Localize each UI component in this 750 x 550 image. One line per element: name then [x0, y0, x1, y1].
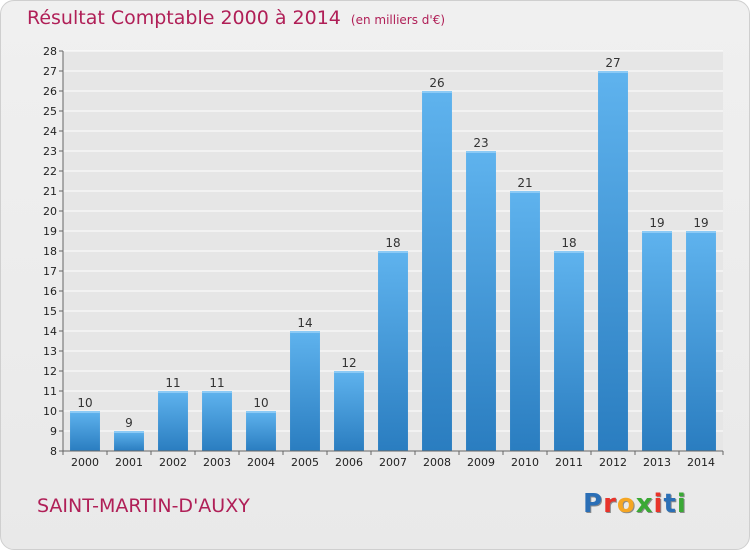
bar	[686, 231, 716, 451]
bars	[70, 71, 716, 451]
bar-highlight	[598, 71, 628, 73]
data-label: 19	[649, 216, 664, 230]
bar-highlight	[290, 331, 320, 333]
data-labels: 10 9 11 11 10 14 12 18 26 23 21 18 27 19 19	[77, 56, 708, 430]
bar	[114, 431, 144, 451]
y-tick-label: 8	[50, 445, 57, 458]
y-tick-label: 15	[43, 305, 57, 318]
x-tick-label: 2009	[467, 456, 495, 469]
logo-letter: t	[663, 489, 677, 519]
x-tick-label: 2010	[511, 456, 539, 469]
bar	[158, 391, 188, 451]
bar	[598, 71, 628, 451]
y-tick-label: 10	[43, 405, 57, 418]
x-tick-label: 2011	[555, 456, 583, 469]
bar-highlight	[510, 191, 540, 193]
y-tick-label: 17	[43, 265, 57, 278]
y-tick-label: 16	[43, 285, 57, 298]
bar	[510, 191, 540, 451]
bar-highlight	[114, 431, 144, 433]
data-label: 27	[605, 56, 620, 70]
logo-letter: r	[603, 489, 617, 519]
bar-highlight	[246, 411, 276, 413]
bar-highlight	[202, 391, 232, 393]
y-tick-label: 19	[43, 225, 57, 238]
x-tick-label: 2002	[159, 456, 187, 469]
logo-letter: i	[676, 489, 687, 519]
data-label: 11	[209, 376, 224, 390]
bar-highlight	[422, 91, 452, 93]
bar-highlight	[70, 411, 100, 413]
x-tick-label: 2003	[203, 456, 231, 469]
y-tick-label: 25	[43, 105, 57, 118]
data-label: 21	[517, 176, 532, 190]
proxiti-logo[interactable]: Proxiti	[583, 489, 687, 519]
x-tick-label: 2014	[687, 456, 715, 469]
x-tick-label: 2004	[247, 456, 275, 469]
x-tick-label: 2007	[379, 456, 407, 469]
data-label: 12	[341, 356, 356, 370]
y-tick-label: 28	[43, 45, 57, 58]
x-tick-label: 2001	[115, 456, 143, 469]
data-label: 11	[165, 376, 180, 390]
y-tick-label: 12	[43, 365, 57, 378]
data-label: 23	[473, 136, 488, 150]
data-label: 10	[77, 396, 92, 410]
title-unit: (en milliers d'€)	[350, 13, 446, 27]
bar-highlight	[686, 231, 716, 233]
commune-name: SAINT-MARTIN-D'AUXY	[37, 495, 250, 517]
y-tick-label: 9	[50, 425, 57, 438]
x-tick-label: 2000	[71, 456, 99, 469]
logo-letter: o	[616, 489, 636, 519]
title-text: Résultat Comptable 2000 à 2014	[27, 7, 341, 29]
bar	[642, 231, 672, 451]
x-tick-label: 2006	[335, 456, 363, 469]
logo-letter: i	[653, 489, 664, 519]
data-label: 18	[385, 236, 400, 250]
bar	[70, 411, 100, 451]
y-tick-label: 21	[43, 185, 57, 198]
y-tick-label: 22	[43, 165, 57, 178]
x-tick-label: 2008	[423, 456, 451, 469]
bar-highlight	[334, 371, 364, 373]
data-label: 19	[693, 216, 708, 230]
y-tick-label: 23	[43, 145, 57, 158]
x-tick-label: 2012	[599, 456, 627, 469]
y-axis-ticks: 8 9 10 11 12 13 14 15 16 17 18 19 20 21 22 23 24 25 26 27 28	[43, 45, 63, 458]
bar-highlight	[642, 231, 672, 233]
logo-letter: P	[583, 489, 604, 519]
data-label: 18	[561, 236, 576, 250]
data-label: 14	[297, 316, 312, 330]
y-tick-label: 24	[43, 125, 57, 138]
bar	[378, 251, 408, 451]
y-tick-label: 20	[43, 205, 57, 218]
data-label: 10	[253, 396, 268, 410]
chart-title: Résultat Comptable 2000 à 2014 (en millie…	[27, 7, 445, 29]
x-tick-label: 2005	[291, 456, 319, 469]
bar	[466, 151, 496, 451]
y-tick-label: 11	[43, 385, 57, 398]
x-tick-label: 2013	[643, 456, 671, 469]
bar	[334, 371, 364, 451]
data-label: 9	[125, 416, 133, 430]
y-tick-label: 14	[43, 325, 57, 338]
y-tick-label: 18	[43, 245, 57, 258]
logo-letter: x	[635, 489, 654, 519]
bar	[246, 411, 276, 451]
bar	[422, 91, 452, 451]
bar	[290, 331, 320, 451]
bar-highlight	[554, 251, 584, 253]
bar-highlight	[466, 151, 496, 153]
y-tick-label: 26	[43, 85, 57, 98]
data-label: 26	[429, 76, 444, 90]
y-tick-label: 27	[43, 65, 57, 78]
bar-highlight	[378, 251, 408, 253]
bar	[202, 391, 232, 451]
bar-highlight	[158, 391, 188, 393]
bar	[554, 251, 584, 451]
x-axis-ticks: 2000 2001 2002 2003 2004 2005 2006 2007 2008 2009…	[62, 451, 724, 469]
y-tick-label: 13	[43, 345, 57, 358]
